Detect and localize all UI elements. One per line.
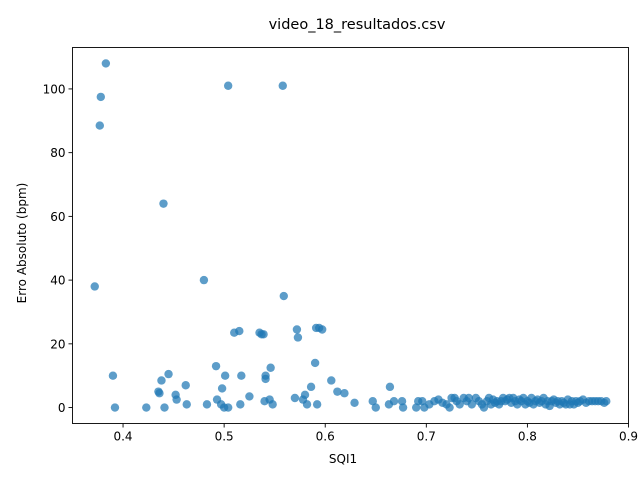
data-point	[155, 389, 164, 398]
x-tick-label: 0.8	[518, 430, 537, 444]
data-point	[389, 396, 399, 406]
data-point	[182, 400, 191, 409]
data-point	[464, 393, 473, 403]
data-point	[306, 382, 316, 392]
data-point	[202, 400, 212, 409]
data-point	[467, 400, 477, 409]
data-point	[445, 403, 454, 412]
data-point	[199, 275, 209, 285]
data-point	[236, 400, 245, 409]
x-axis: 0.4 0.5 0.6 0.7 0.8 0.9	[113, 423, 638, 444]
x-axis-label: SQI1	[329, 452, 357, 466]
data-point	[312, 400, 322, 409]
data-point	[96, 92, 106, 102]
data-point	[172, 395, 181, 404]
data-point	[418, 396, 427, 406]
data-point	[164, 369, 173, 379]
data-point	[368, 396, 377, 406]
x-tick-label: 0.5	[215, 430, 234, 444]
data-point	[223, 403, 233, 412]
data-point	[223, 81, 233, 90]
data-point	[455, 400, 464, 409]
data-point	[157, 376, 166, 385]
data-point	[302, 400, 312, 409]
data-point	[412, 403, 421, 412]
y-tick-label: 40	[50, 274, 65, 288]
plot-frame	[72, 47, 629, 424]
data-point	[181, 381, 190, 390]
x-tick-label: 0.6	[316, 430, 335, 444]
data-point	[350, 398, 359, 407]
scatter-points	[90, 59, 611, 412]
data-point	[602, 396, 611, 406]
data-point	[333, 387, 342, 396]
data-point	[292, 325, 302, 334]
data-point	[317, 325, 327, 334]
data-point	[90, 282, 99, 291]
data-point	[142, 403, 151, 412]
data-point	[266, 363, 275, 372]
data-point	[290, 393, 300, 403]
data-point	[340, 389, 349, 398]
data-point	[235, 326, 244, 336]
data-point	[397, 396, 407, 406]
y-tick-label: 60	[50, 210, 65, 224]
data-point	[479, 403, 489, 412]
y-tick-label: 0	[58, 401, 66, 415]
data-point	[310, 358, 320, 368]
chart-title: video_18_resultados.csv	[269, 17, 446, 33]
data-point	[95, 121, 104, 130]
y-tick-label: 100	[43, 82, 66, 96]
y-tick-label: 80	[50, 146, 65, 160]
data-point	[160, 403, 169, 412]
data-point	[293, 333, 303, 342]
data-point	[327, 376, 336, 385]
data-point	[101, 59, 111, 68]
data-point	[279, 291, 288, 301]
data-point	[268, 400, 277, 409]
data-point	[211, 361, 221, 371]
x-tick-label: 0.9	[619, 430, 638, 444]
data-point	[261, 374, 270, 384]
x-tick-label: 0.4	[113, 430, 132, 444]
data-point	[385, 382, 395, 392]
y-tick-label: 20	[50, 337, 65, 351]
data-point	[278, 81, 287, 90]
data-point	[398, 403, 408, 412]
data-point	[245, 392, 254, 401]
data-point	[108, 371, 118, 380]
data-point	[110, 403, 120, 412]
data-point	[159, 199, 168, 208]
data-point	[220, 371, 230, 380]
data-point	[217, 384, 227, 393]
x-tick-label: 0.7	[417, 430, 436, 444]
y-axis: 0 20 40 60 80 100	[43, 82, 73, 415]
data-point	[300, 390, 310, 400]
data-point	[259, 330, 268, 339]
y-axis-label: Erro Absoluto (bpm)	[15, 183, 29, 304]
data-point	[371, 403, 380, 412]
data-point	[237, 371, 246, 380]
